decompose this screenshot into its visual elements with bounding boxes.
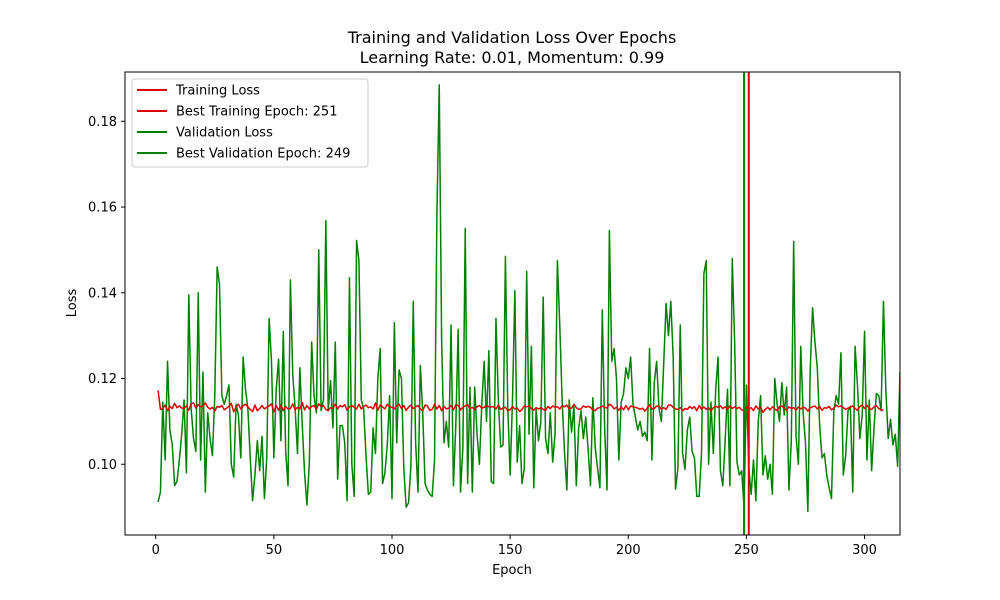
- y-tick-label-0: 0.10: [88, 458, 117, 473]
- chart-title: Training and Validation Loss Over Epochs: [347, 28, 677, 47]
- y-tick-label-1: 0.12: [88, 372, 117, 387]
- y-tick-label-2: 0.14: [88, 286, 117, 301]
- y-tick-label-3: 0.16: [88, 201, 117, 216]
- legend: Training Loss Best Training Epoch: 251 Val…: [131, 78, 369, 168]
- x-tick-label-4: 200: [616, 543, 641, 558]
- legend-label-3: Best Validation Epoch: 249: [176, 147, 350, 162]
- legend-label-1: Best Training Epoch: 251: [176, 105, 337, 120]
- vline-layer: [743, 72, 750, 535]
- x-axis-ticks: 0 50 100 150 200 250 300: [152, 535, 877, 558]
- chart-subtitle: Learning Rate: 0.01, Momentum: 0.99: [360, 48, 665, 67]
- x-tick-label-5: 250: [734, 543, 759, 558]
- y-axis-label: Loss: [65, 289, 80, 318]
- y-axis-ticks: 0.10 0.12 0.14 0.16 0.18: [88, 115, 125, 473]
- series-layer: [157, 84, 900, 513]
- legend-box: [131, 78, 369, 168]
- x-axis-label: Epoch: [492, 563, 532, 578]
- plot-frame: [124, 71, 901, 536]
- y-tick-label-4: 0.18: [88, 115, 117, 130]
- x-tick-label-6: 300: [852, 543, 877, 558]
- legend-label-0: Training Loss: [175, 84, 260, 99]
- x-tick-label-1: 50: [266, 543, 283, 558]
- x-tick-label-3: 150: [498, 543, 523, 558]
- x-tick-label-0: 0: [152, 543, 160, 558]
- legend-label-2: Validation Loss: [176, 126, 273, 141]
- series-line-1: [157, 84, 900, 513]
- x-tick-label-2: 100: [380, 543, 405, 558]
- series-line-0: [157, 390, 884, 414]
